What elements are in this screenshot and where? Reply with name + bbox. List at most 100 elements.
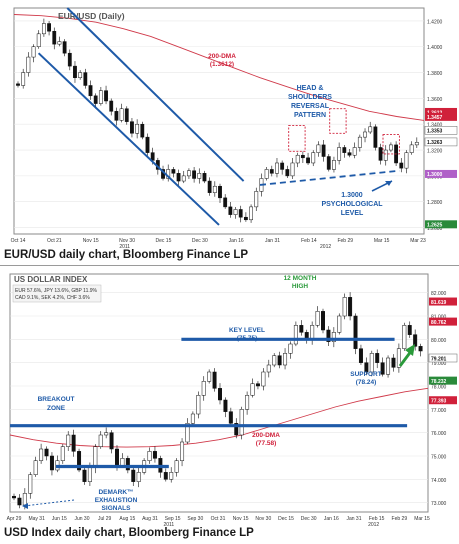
candle-body [163, 472, 168, 480]
candle-body [348, 297, 353, 317]
candle-body [364, 362, 369, 373]
x-tick-label: Nov 15 [83, 238, 99, 244]
pattern-box [288, 125, 306, 152]
candle-body [347, 152, 352, 156]
candle-body [152, 451, 157, 459]
annotation-text: 1.3000 [341, 192, 363, 199]
candle-body [245, 395, 250, 410]
eurusd-chart-panel: 1.2600 1.2800 1.3000 1.3200 1.3400 1.3600 1.38… [0, 0, 459, 248]
candle-body [306, 157, 310, 164]
neckline-dashed [259, 169, 400, 186]
candle-body [290, 162, 295, 177]
candle-body [375, 353, 380, 363]
candle-body [332, 160, 336, 170]
candle-body [218, 185, 222, 199]
x-tick-label: Oct 14 [11, 238, 26, 244]
candle-body [369, 353, 374, 373]
candle-body [73, 65, 77, 78]
candle-body [378, 147, 383, 161]
divider [0, 265, 459, 266]
x-year-label: 2011 [163, 522, 174, 526]
annotation-text: HIGH [292, 283, 309, 290]
x-year-label: 2012 [320, 244, 331, 248]
candle-body [239, 409, 244, 436]
candle-body [109, 432, 114, 450]
candle-body [261, 371, 266, 387]
candle-body [418, 346, 423, 352]
candle-body [87, 467, 92, 482]
x-tick-label: Aug 15 [119, 516, 135, 522]
candle-body [337, 147, 342, 161]
usd-index-caption: USD Index daily chart, Bloomberg Finance… [4, 527, 254, 539]
price-tag [425, 169, 457, 178]
candle-body [310, 325, 315, 340]
candle-body [135, 123, 140, 134]
candle-body [147, 451, 152, 461]
candle-body [202, 173, 207, 182]
candle-body [176, 173, 181, 182]
x-tick-label: Dec 15 [278, 516, 294, 522]
price-tag [429, 317, 457, 326]
candle-body [321, 311, 325, 331]
candle-body [386, 357, 391, 375]
y-tick-label: 77.000 [431, 408, 447, 414]
candle-body [28, 474, 33, 494]
candle-body [187, 170, 191, 177]
candle-body [373, 126, 378, 148]
candle-body [414, 142, 419, 146]
x-tick-label: Mar 23 [410, 238, 426, 244]
candle-body [295, 154, 300, 164]
candle-body [352, 147, 357, 156]
annotation-text: SIGNALS [102, 505, 132, 512]
candle-body [413, 334, 418, 347]
annotation-arrow [23, 499, 75, 507]
candle-body [66, 434, 71, 447]
annotation-text: (77.58) [256, 440, 277, 447]
candle-body [326, 156, 331, 170]
annotation-text: PSYCHOLOGICAL [321, 201, 383, 208]
usd-index-chart-panel: 73.000 74.000 75.000 76.000 77.000 78.000 79.0… [0, 270, 459, 526]
y-tick-label: 1.3800 [427, 71, 443, 77]
annotation-text: EXHAUSTION [95, 497, 138, 504]
price-tag-label: 77.393 [431, 399, 447, 405]
candle-body [26, 56, 31, 73]
x-tick-label: Oct 21 [47, 238, 62, 244]
y-tick-label: 1.4200 [427, 19, 443, 25]
candle-body [272, 355, 277, 366]
candle-body [218, 388, 222, 401]
annotation-text: BREAKOUT [38, 396, 75, 403]
candle-body [104, 432, 109, 436]
candle-body [316, 144, 321, 153]
price-tag-label: 1.3263 [427, 140, 443, 146]
price-tag-label: 1.3353 [427, 129, 443, 135]
y-tick-label: 1.3600 [427, 97, 443, 103]
candle-body [83, 72, 88, 86]
price-tag-label: 80.762 [431, 320, 447, 326]
price-tag [428, 353, 458, 363]
x-tick-label: Apr 29 [7, 516, 22, 522]
annotation-text: SHOULDERS [288, 94, 332, 101]
candle-body [212, 371, 217, 389]
x-tick-label: Nov 30 [255, 516, 271, 522]
annotation-text: DEMARK™ [98, 489, 133, 496]
candle-body [269, 169, 274, 174]
candle-body [280, 162, 285, 170]
candle-body [380, 362, 385, 375]
candle-body [299, 325, 304, 333]
candle-body [174, 460, 179, 473]
candle-body [131, 469, 136, 482]
chart-title: US DOLLAR INDEX [14, 275, 88, 284]
candle-body [12, 495, 16, 499]
candle-body [192, 170, 197, 179]
candle-body [363, 131, 367, 138]
candle-body [98, 90, 103, 104]
candle-body [145, 136, 150, 153]
price-tag-label: 1.2625 [427, 223, 443, 229]
candle-body [109, 100, 114, 112]
x-tick-label: Oct 31 [211, 516, 226, 522]
candle-body [357, 136, 362, 148]
candle-body [57, 41, 62, 45]
candle-body [249, 206, 253, 221]
x-year-label: 2011 [119, 244, 130, 248]
candle-body [36, 33, 41, 47]
